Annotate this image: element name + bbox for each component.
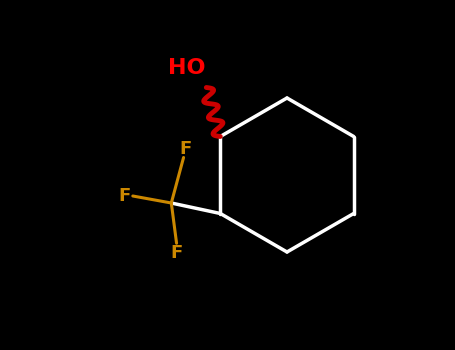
Text: F: F <box>118 187 130 205</box>
Text: F: F <box>179 140 192 158</box>
Text: F: F <box>171 244 183 262</box>
Text: HO: HO <box>168 58 206 78</box>
